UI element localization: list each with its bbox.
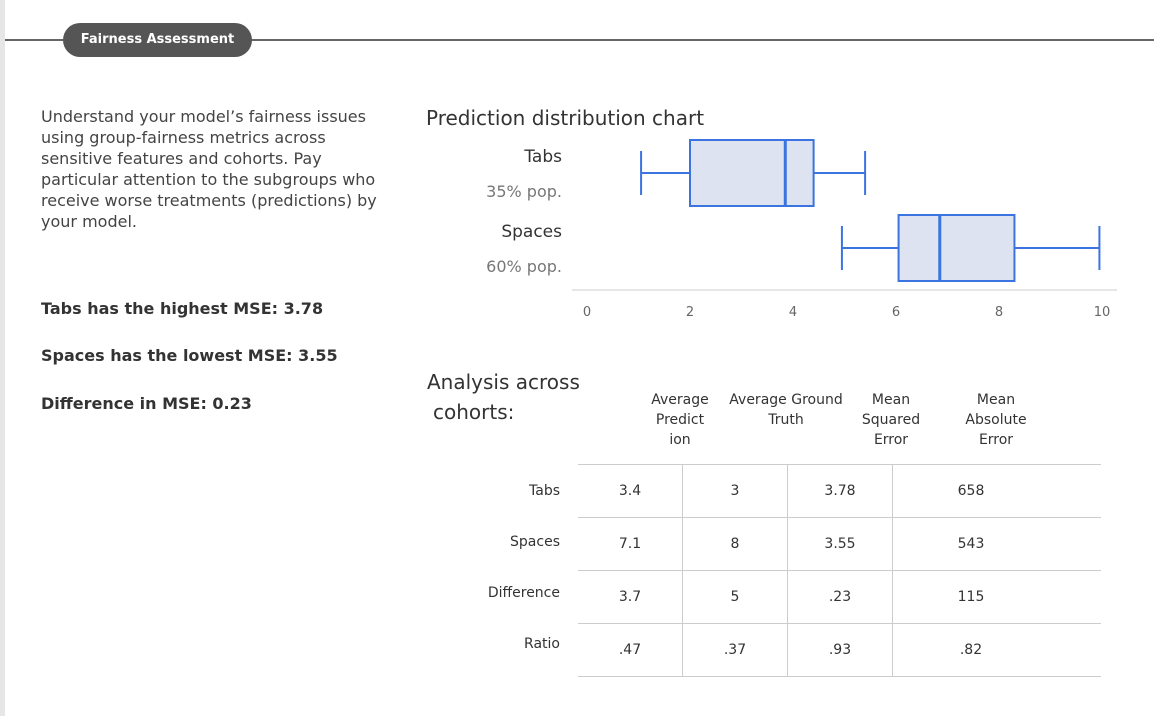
row-label-spaces: Spaces bbox=[510, 534, 560, 550]
table-cell: 3.7 bbox=[578, 570, 683, 624]
table-cell: 5 bbox=[682, 570, 788, 624]
section-divider bbox=[5, 39, 1154, 41]
table-row-spaces: 7.1 8 3.55 543 bbox=[578, 517, 1101, 571]
column-header-avg-ground-truth: Average Ground Truth bbox=[729, 392, 843, 428]
row-label-ratio: Ratio bbox=[524, 636, 560, 652]
prediction-distribution-chart: 0 2 4 6 8 10 bbox=[572, 139, 1117, 320]
x-tick-label: 2 bbox=[686, 305, 694, 320]
mse-difference-stat: Difference in MSE: 0.23 bbox=[41, 394, 252, 413]
category-pop-tabs: 35% pop. bbox=[486, 182, 562, 201]
table-row-ratio: .47 .37 .93 .82 bbox=[578, 623, 1101, 677]
category-pop-spaces: 60% pop. bbox=[486, 257, 562, 276]
column-header-avg-prediction: Average Predict ion bbox=[651, 392, 709, 448]
x-tick-label: 6 bbox=[892, 305, 900, 320]
x-tick-label: 4 bbox=[789, 305, 797, 320]
row-label-tabs: Tabs bbox=[529, 483, 560, 499]
x-tick-label: 10 bbox=[1094, 305, 1111, 320]
column-header-mae: Mean Absolute Error bbox=[965, 392, 1027, 448]
category-label-tabs: Tabs bbox=[524, 147, 562, 167]
x-tick-label: 8 bbox=[995, 305, 1003, 320]
left-edge-strip bbox=[0, 0, 5, 716]
table-cell: .23 bbox=[787, 570, 893, 624]
analysis-title-line2: cohorts: bbox=[433, 400, 515, 424]
box-iqr bbox=[897, 214, 1016, 282]
table-cell: 3.4 bbox=[578, 464, 683, 518]
table-cell: 8 bbox=[682, 517, 788, 571]
table-cell: 3 bbox=[682, 464, 788, 518]
table-cell: .37 bbox=[682, 623, 788, 677]
table-cell: .93 bbox=[787, 623, 893, 677]
chart-title: Prediction distribution chart bbox=[426, 106, 705, 130]
table-cell: 3.78 bbox=[787, 464, 893, 518]
row-label-difference: Difference bbox=[487, 585, 560, 601]
table-cell: 658 bbox=[892, 464, 1101, 518]
table-cell: 3.55 bbox=[787, 517, 893, 571]
category-label-spaces: Spaces bbox=[501, 222, 562, 242]
box-iqr bbox=[689, 139, 815, 207]
table-row-tabs: 3.4 3 3.78 658 bbox=[578, 464, 1101, 518]
lowest-mse-stat: Spaces has the lowest MSE: 3.55 bbox=[41, 346, 338, 365]
intro-description: Understand your model’s fairness issues … bbox=[41, 107, 377, 231]
analysis-title: Analysis across cohorts: bbox=[427, 367, 580, 427]
cohort-metrics-table: 3.4 3 3.78 658 7.1 8 3.55 543 3.7 5 .23 … bbox=[578, 464, 1101, 677]
table-row-difference: 3.7 5 .23 115 bbox=[578, 570, 1101, 624]
table-cell: 543 bbox=[892, 517, 1101, 571]
column-header-mse: Mean Squared Error bbox=[861, 392, 921, 448]
table-cell: .82 bbox=[892, 623, 1101, 677]
analysis-title-line1: Analysis across bbox=[427, 370, 580, 394]
table-cell: 7.1 bbox=[578, 517, 683, 571]
table-cell: .47 bbox=[578, 623, 683, 677]
table-cell: 115 bbox=[892, 570, 1101, 624]
x-tick-label: 0 bbox=[583, 305, 591, 320]
highest-mse-stat: Tabs has the highest MSE: 3.78 bbox=[41, 299, 324, 318]
section-title-badge: Fairness Assessment bbox=[63, 23, 252, 57]
